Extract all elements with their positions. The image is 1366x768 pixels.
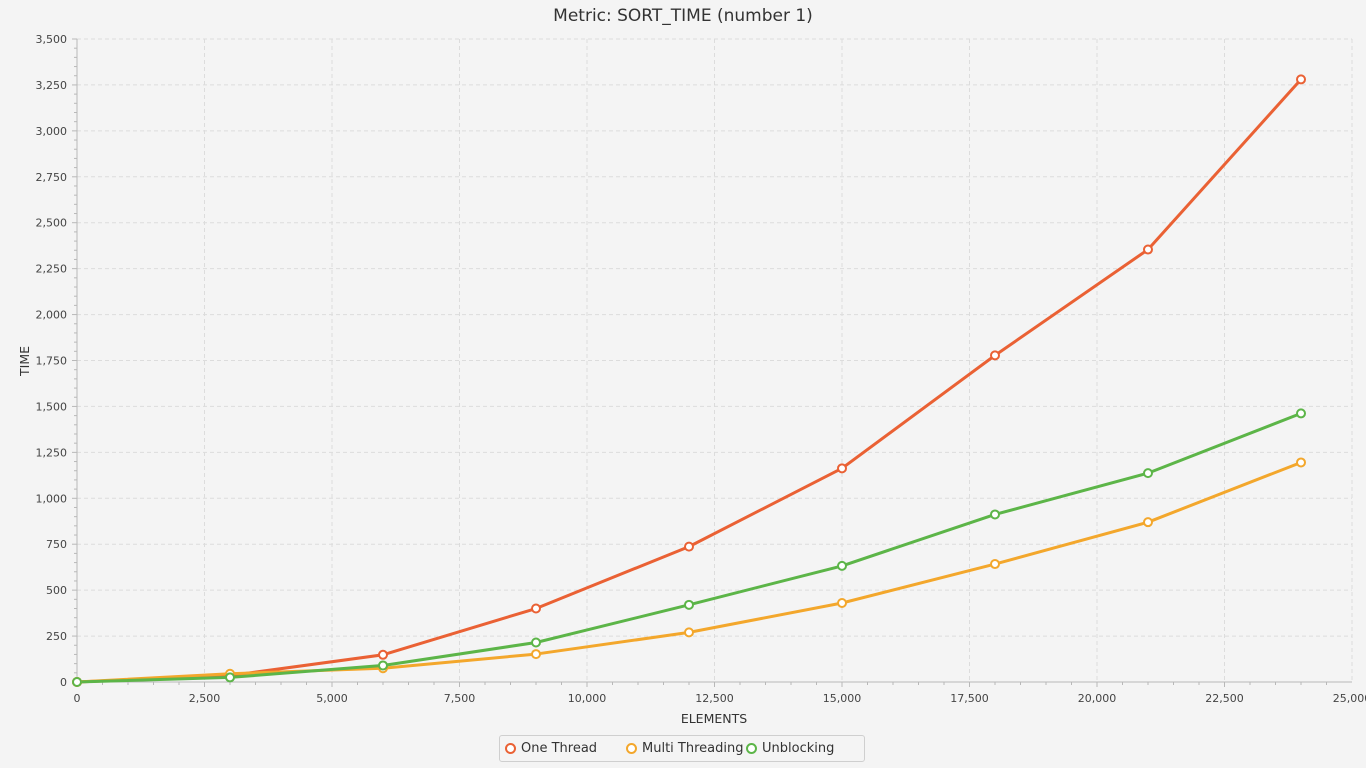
- y-tick-label: 1,250: [36, 446, 68, 459]
- x-tick-label: 5,000: [316, 692, 348, 705]
- data-point-unblocking[interactable]: [225, 672, 235, 683]
- y-axis-title: TIME: [17, 346, 32, 377]
- y-tick-label: 750: [46, 538, 67, 551]
- x-axis-title: ELEMENTS: [681, 711, 747, 726]
- data-point-unblocking[interactable]: [990, 509, 1000, 520]
- x-tick-label: 12,500: [695, 692, 734, 705]
- legend-label-unblocking: Unblocking: [762, 741, 835, 756]
- data-point-one-thread[interactable]: [684, 541, 694, 552]
- data-point-one-thread[interactable]: [1143, 244, 1153, 255]
- data-point-multi-threading[interactable]: [837, 598, 847, 609]
- x-tick-label: 0: [74, 692, 81, 705]
- y-tick-label: 3,250: [36, 79, 68, 92]
- legend-item-multi-threading[interactable]: Multi Threading: [626, 741, 743, 756]
- data-point-unblocking[interactable]: [378, 660, 388, 671]
- legend-label-one-thread: One Thread: [521, 741, 598, 756]
- data-point-multi-threading[interactable]: [1296, 457, 1306, 468]
- legend-label-multi-threading: Multi Threading: [642, 741, 744, 756]
- axes: [72, 38, 1352, 687]
- data-point-multi-threading[interactable]: [684, 627, 694, 638]
- gridlines: [77, 38, 1353, 682]
- data-point-unblocking[interactable]: [531, 637, 541, 648]
- x-tick-label: 15,000: [823, 692, 862, 705]
- data-point-unblocking[interactable]: [1296, 408, 1306, 419]
- legend-marker-one-thread: [505, 743, 516, 754]
- y-tick-label: 1,500: [36, 400, 68, 413]
- data-point-unblocking[interactable]: [837, 560, 847, 571]
- data-point-unblocking[interactable]: [1143, 468, 1153, 479]
- data-point-one-thread[interactable]: [990, 350, 1000, 361]
- x-tick-labels: 0 2,500 5,000 7,500 10,000 12,500 15,000 17,500…: [74, 692, 1366, 705]
- y-tick-label: 2,750: [36, 171, 68, 184]
- data-point-one-thread[interactable]: [1296, 74, 1306, 85]
- legend-marker-multi-threading: [626, 743, 637, 754]
- x-tick-label: 7,500: [444, 692, 476, 705]
- data-point-one-thread[interactable]: [837, 463, 847, 474]
- series-line-multi-threading: [76, 461, 1302, 684]
- legend-marker-unblocking: [746, 743, 757, 754]
- data-point-unblocking[interactable]: [684, 599, 694, 610]
- y-tick-label: 3,000: [36, 125, 68, 138]
- data-points: [72, 74, 1306, 687]
- x-tick-label: 10,000: [568, 692, 607, 705]
- y-tick-label: 1,000: [36, 492, 68, 505]
- y-tick-label: 2,500: [36, 217, 68, 230]
- legend: One Thread Multi Threading Unblocking: [499, 735, 865, 762]
- series-lines: [76, 78, 1303, 684]
- x-tick-label: 20,000: [1078, 692, 1117, 705]
- y-tick-label: 250: [46, 630, 67, 643]
- x-tick-label: 25,000: [1333, 692, 1366, 705]
- legend-item-one-thread[interactable]: One Thread: [505, 741, 597, 756]
- y-tick-labels: 0 250 500 750 1,000 1,250 1,500 1,750 2,000 2,250…: [36, 33, 68, 689]
- y-tick-label: 500: [46, 584, 67, 597]
- y-tick-label: 2,000: [36, 309, 68, 322]
- x-tick-label: 22,500: [1205, 692, 1244, 705]
- data-point-unblocking[interactable]: [72, 677, 82, 687]
- data-point-multi-threading[interactable]: [990, 559, 1000, 570]
- y-tick-label: 0: [60, 676, 67, 689]
- y-tick-label: 1,750: [36, 355, 68, 368]
- series-line-one-thread: [76, 78, 1303, 684]
- data-point-multi-threading[interactable]: [531, 649, 541, 660]
- legend-item-unblocking[interactable]: Unblocking: [746, 741, 834, 756]
- data-point-one-thread[interactable]: [531, 603, 541, 614]
- x-tick-label: 17,500: [950, 692, 989, 705]
- y-tick-label: 2,250: [36, 263, 68, 276]
- x-tick-label: 2,500: [189, 692, 221, 705]
- data-point-multi-threading[interactable]: [1143, 517, 1153, 528]
- data-point-one-thread[interactable]: [378, 649, 388, 660]
- y-tick-label: 3,500: [36, 33, 68, 46]
- chart-title: Metric: SORT_TIME (number 1): [553, 6, 813, 26]
